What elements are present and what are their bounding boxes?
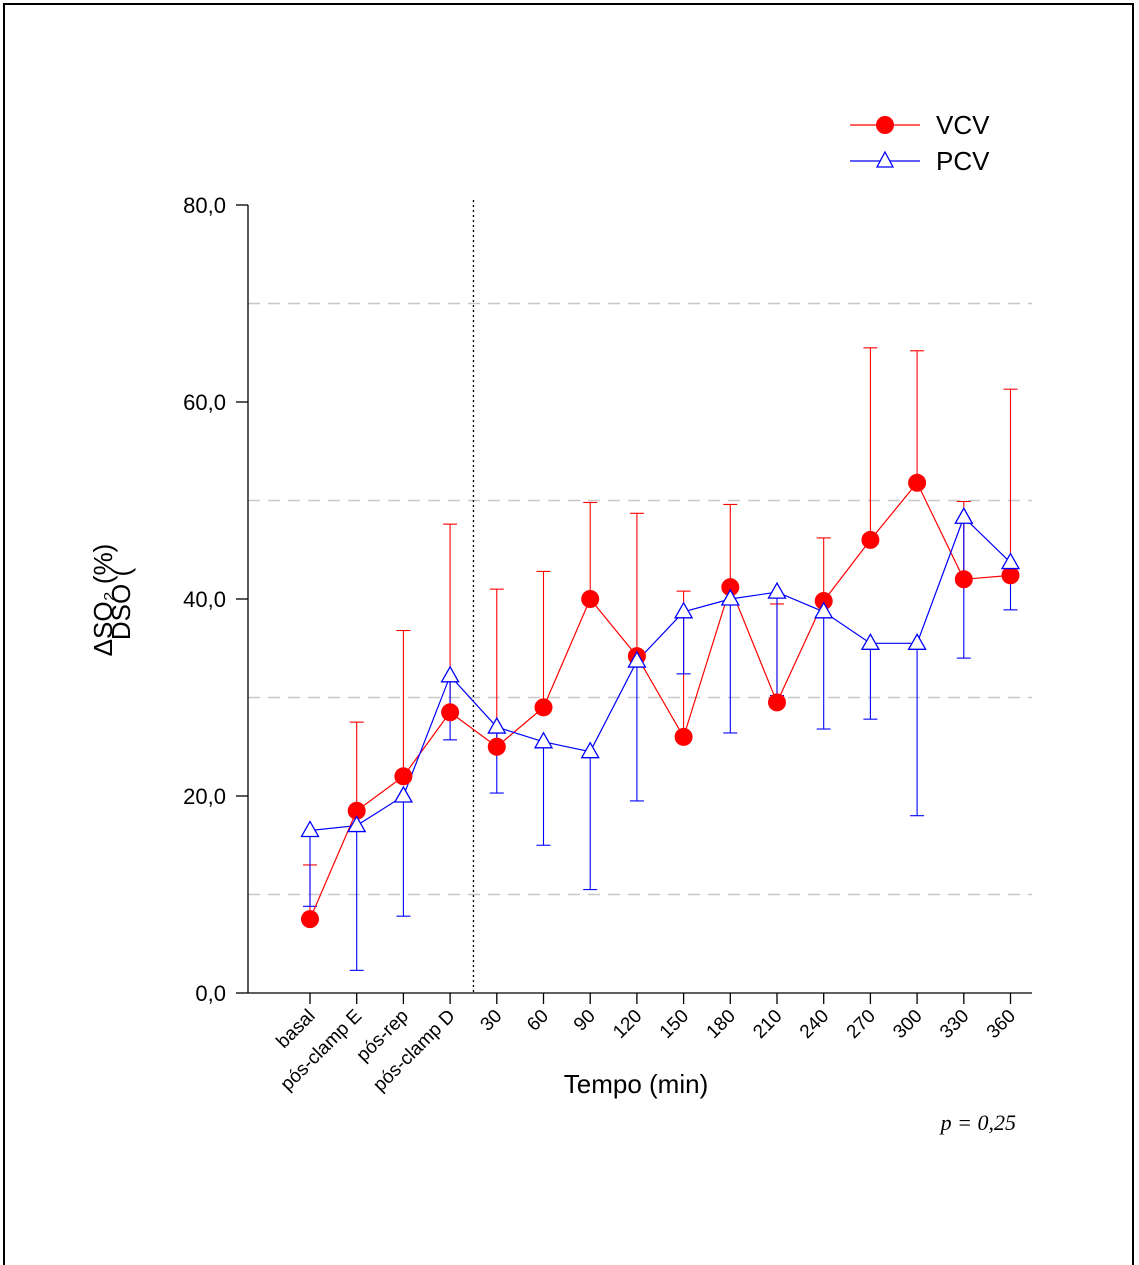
point-pcv xyxy=(533,731,554,749)
point-vcv xyxy=(441,703,460,722)
point-pcv xyxy=(907,633,927,650)
point-pcv xyxy=(767,581,787,599)
y-tick-label: 0,0 xyxy=(195,981,226,1006)
point-pcv xyxy=(814,601,834,619)
point-vcv xyxy=(768,693,786,712)
legend-label-vcv: VCV xyxy=(936,110,990,140)
x-tick-label: 180 xyxy=(703,1006,740,1043)
point-vcv xyxy=(674,727,693,746)
point-vcv xyxy=(347,801,366,820)
point-pcv xyxy=(300,820,320,838)
y-axis-title-text: ΔSO₂ (%) xyxy=(88,544,118,657)
point-pcv xyxy=(487,716,507,734)
point-pcv xyxy=(580,741,600,759)
point-vcv xyxy=(861,530,880,549)
legend: VCV PCV xyxy=(850,110,990,176)
point-pcv xyxy=(440,665,460,683)
markers-layer xyxy=(300,473,1021,929)
point-pcv xyxy=(1000,552,1021,570)
legend-marker-vcv xyxy=(876,116,894,134)
y-tick-label: 20,0 xyxy=(183,784,226,809)
point-vcv xyxy=(534,698,553,717)
point-pcv xyxy=(673,601,694,619)
x-axis-title: Tempo (min) xyxy=(564,1069,708,1099)
y-tick-label: 40,0 xyxy=(183,587,226,612)
y-axis-title: ΔSO₂ (%) DSO ( xyxy=(88,544,136,657)
x-tick-label: 90 xyxy=(570,1006,600,1036)
point-vcv xyxy=(1001,566,1020,585)
x-tick-label: 270 xyxy=(843,1006,880,1043)
point-vcv xyxy=(301,910,319,929)
y-tick-label: 80,0 xyxy=(183,193,226,218)
point-vcv xyxy=(814,591,833,610)
axes-layer xyxy=(236,204,1032,1004)
series-line-pcv xyxy=(309,516,1011,832)
series-line-vcv xyxy=(309,481,1011,920)
x-tick-label: 330 xyxy=(936,1006,973,1043)
x-tick-label: 150 xyxy=(656,1006,693,1043)
point-vcv xyxy=(721,578,740,597)
point-vcv xyxy=(394,767,413,786)
point-vcv xyxy=(908,473,927,492)
point-pcv xyxy=(393,785,414,803)
point-vcv xyxy=(487,737,506,756)
legend-label-pcv: PCV xyxy=(936,146,990,176)
x-tick-label: 300 xyxy=(889,1006,926,1043)
x-tick-label: 30 xyxy=(477,1006,507,1036)
x-tick-label: pós-clamp D xyxy=(369,1006,459,1096)
p-value-annotation: p = 0,25 xyxy=(939,1110,1016,1135)
y-axis-title-ghost: DSO ( xyxy=(106,568,136,641)
grid-layer xyxy=(248,200,1032,993)
point-vcv xyxy=(581,590,600,608)
x-tick-label: 360 xyxy=(983,1006,1020,1043)
series-lines-layer xyxy=(309,481,1011,920)
point-pcv xyxy=(720,588,740,606)
point-pcv xyxy=(860,633,881,650)
error-bars-layer xyxy=(303,347,1018,971)
point-pcv xyxy=(954,506,974,524)
legend-marker-pcv xyxy=(875,150,895,168)
figure-frame xyxy=(3,3,1134,1265)
y-tick-label: 60,0 xyxy=(183,390,226,415)
point-pcv xyxy=(627,650,647,668)
x-tick-label: 120 xyxy=(609,1006,646,1043)
x-tick-label: 210 xyxy=(749,1006,786,1043)
x-tick-label: 60 xyxy=(523,1006,553,1036)
x-tick-label: 240 xyxy=(796,1006,833,1043)
point-vcv xyxy=(954,570,973,589)
point-pcv xyxy=(347,815,367,833)
